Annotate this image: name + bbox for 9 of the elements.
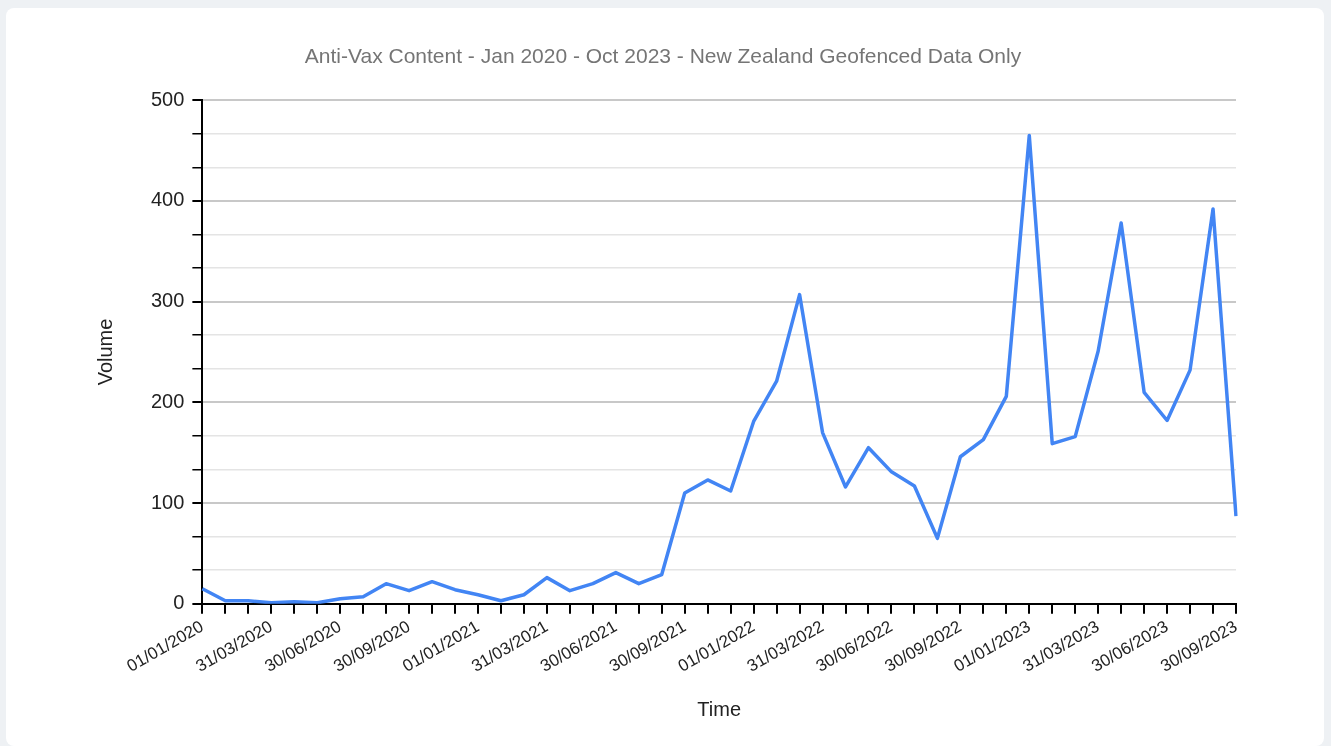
y-tick-label: 400: [150, 188, 185, 211]
chart-title: Anti-Vax Content - Jan 2020 - Oct 2023 - New Zealand Geofenced Data Only: [304, 44, 1022, 68]
y-tick-label: 200: [150, 389, 185, 412]
y-tick-label: 0: [173, 591, 185, 614]
y-tick-label: 100: [150, 490, 185, 513]
y-axis-title: Volume: [93, 318, 116, 386]
y-tick-label: 300: [150, 289, 185, 312]
y-tick-label: 500: [150, 87, 185, 110]
x-axis-title: Time: [697, 697, 742, 720]
